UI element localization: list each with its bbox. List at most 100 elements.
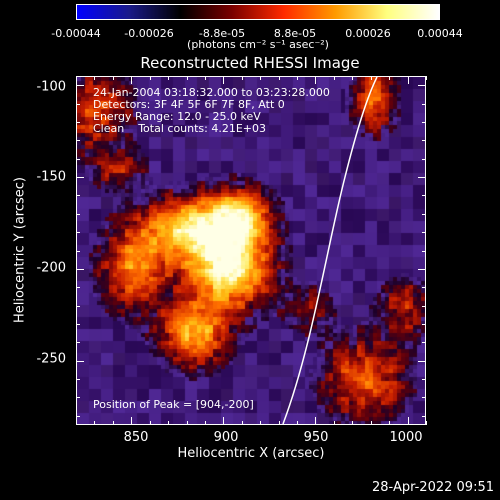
y-tick-label: -250	[36, 351, 66, 367]
axis-tick	[422, 323, 426, 325]
info-line-counts: Clean Total counts: 4.21E+03	[93, 122, 267, 135]
axis-tick	[76, 397, 80, 399]
info-line-detectors: Detectors: 3F 4F 5F 6F 7F 8F, Att 0	[93, 98, 285, 111]
axis-tick	[76, 177, 84, 179]
axis-tick	[223, 417, 225, 425]
peak-position-text: Position of Peak = [904,-200]	[93, 398, 254, 411]
heatmap-image	[77, 77, 425, 424]
image-plot: 24-Jan-2004 03:18:32.000 to 03:23:28.000…	[76, 76, 426, 425]
axis-tick	[422, 342, 426, 344]
axis-tick	[112, 76, 114, 80]
x-tick-label: 900	[213, 430, 239, 445]
y-tick-label: -100	[36, 79, 66, 95]
axis-tick	[94, 421, 96, 425]
axis-tick	[418, 268, 426, 270]
image-info-text: 24-Jan-2004 03:18:32.000 to 03:23:28.000…	[93, 87, 330, 135]
axis-tick	[76, 158, 80, 160]
axis-tick	[76, 268, 84, 270]
axis-tick	[204, 76, 206, 80]
axis-tick	[186, 421, 188, 425]
axis-tick	[76, 103, 80, 105]
axis-tick	[76, 121, 80, 123]
axis-tick	[76, 287, 80, 289]
axis-tick	[223, 76, 225, 84]
axis-tick	[112, 421, 114, 425]
axis-tick	[76, 213, 80, 215]
axis-tick	[315, 76, 317, 84]
axis-tick	[389, 76, 391, 80]
axis-tick	[76, 76, 77, 80]
info-line-time: 24-Jan-2004 03:18:32.000 to 03:23:28.000	[93, 86, 330, 99]
axis-tick	[426, 421, 427, 425]
axis-tick	[278, 421, 280, 425]
plot-title: Reconstructed RHESSI Image	[140, 54, 360, 72]
x-tick-label: 950	[303, 430, 329, 445]
axis-tick	[422, 158, 426, 160]
x-tick-label: 1000	[389, 430, 423, 445]
axis-tick	[297, 76, 299, 80]
axis-tick	[76, 85, 84, 87]
y-axis-label: Heliocentric Y (arcsec)	[12, 177, 28, 323]
axis-tick	[76, 250, 80, 252]
solar-limb-line	[282, 77, 378, 424]
colorbar	[76, 4, 440, 20]
axis-tick	[94, 76, 96, 80]
axis-tick	[422, 305, 426, 307]
axis-tick	[422, 121, 426, 123]
axis-tick	[76, 415, 80, 417]
axis-tick	[168, 421, 170, 425]
axis-tick	[422, 195, 426, 197]
plot-overlay	[282, 77, 378, 424]
axis-tick	[260, 421, 262, 425]
axis-tick	[422, 415, 426, 417]
axis-tick	[76, 342, 80, 344]
axis-tick	[422, 250, 426, 252]
axis-tick	[131, 76, 133, 84]
axis-tick	[418, 85, 426, 87]
axis-tick	[76, 360, 84, 362]
axis-tick	[422, 287, 426, 289]
axis-tick	[333, 76, 335, 80]
x-tick-label: 850	[123, 430, 149, 445]
y-tick-label: -200	[36, 260, 66, 276]
axis-tick	[422, 379, 426, 381]
axis-tick	[76, 195, 80, 197]
axis-tick	[76, 305, 80, 307]
colorbar-tick-label: 0.00044	[417, 27, 463, 40]
axis-tick	[241, 421, 243, 425]
axis-tick	[426, 76, 427, 80]
axis-tick	[149, 76, 151, 80]
axis-tick	[76, 421, 77, 425]
axis-tick	[278, 76, 280, 80]
axis-tick	[422, 213, 426, 215]
colorbar-tick-label: -0.00026	[124, 27, 174, 40]
axis-tick	[186, 76, 188, 80]
axis-tick	[204, 421, 206, 425]
y-tick-label: -150	[36, 169, 66, 185]
info-line-energy: Energy Range: 12.0 - 25.0 keV	[93, 110, 261, 123]
axis-tick	[260, 76, 262, 80]
axis-tick	[370, 421, 372, 425]
axis-tick	[422, 232, 426, 234]
colorbar-unit-label: (photons cm⁻² s⁻¹ asec⁻²)	[187, 38, 329, 51]
colorbar-tick-label: -0.00044	[51, 27, 101, 40]
colorbar-tick-label: 0.00026	[345, 27, 391, 40]
colorbar-tick-label: 8.8e-05	[273, 27, 317, 40]
axis-tick	[422, 397, 426, 399]
colorbar-tick-label: -8.8e-05	[198, 27, 246, 40]
axis-tick	[168, 76, 170, 80]
axis-tick	[76, 379, 80, 381]
axis-tick	[422, 103, 426, 105]
timestamp: 28-Apr-2022 09:51	[372, 480, 494, 495]
axis-tick	[76, 323, 80, 325]
axis-tick	[315, 417, 317, 425]
axis-tick	[76, 140, 80, 142]
axis-tick	[76, 232, 80, 234]
axis-tick	[149, 421, 151, 425]
x-axis-label: Heliocentric X (arcsec)	[177, 446, 325, 461]
axis-tick	[370, 76, 372, 80]
axis-tick	[333, 421, 335, 425]
axis-tick	[418, 360, 426, 362]
axis-tick	[352, 421, 354, 425]
axis-tick	[407, 417, 409, 425]
